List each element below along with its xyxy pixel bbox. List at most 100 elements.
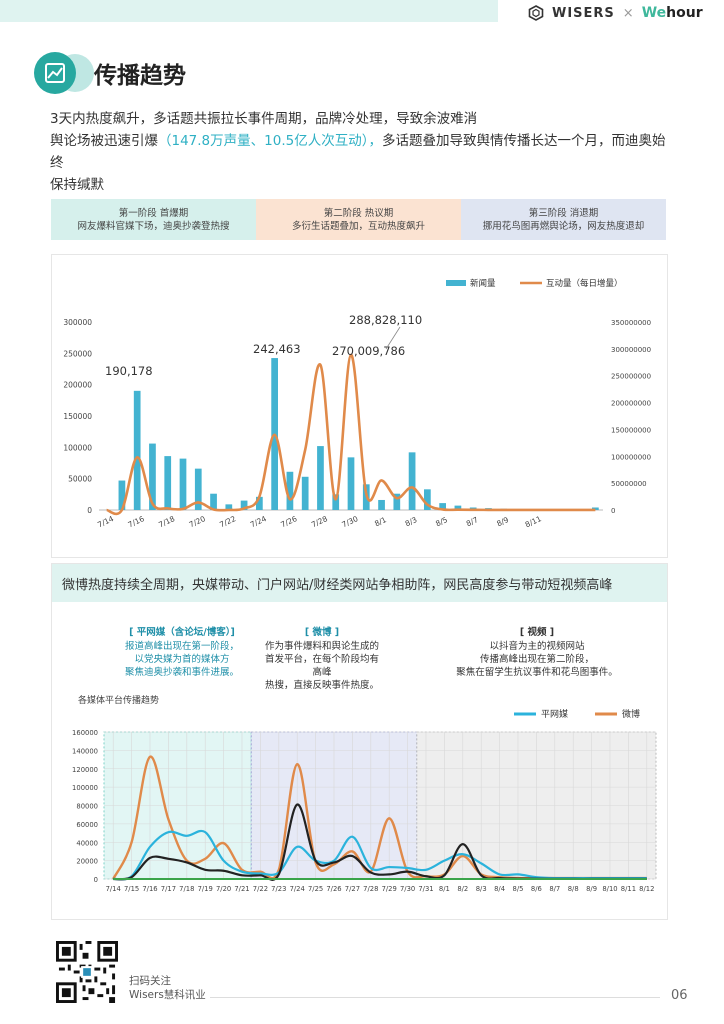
- lead-line-1: 3天内热度飙升，多话题共振拉长事件周期，品牌冷处理，导致余波难消: [50, 111, 478, 127]
- x-tick-label: 7/20: [216, 885, 231, 893]
- peak-data-label: 242,463: [253, 342, 301, 356]
- x-tick-label: 7/17: [161, 885, 176, 893]
- y-tick-label: 100000: [72, 784, 98, 792]
- news-bar: [454, 505, 462, 510]
- y-right-tick-label: 100000000: [611, 453, 651, 461]
- x-tick-label: 8/11: [621, 885, 636, 893]
- y-right-tick-label: 150000000: [611, 426, 651, 434]
- news-bar: [256, 496, 263, 510]
- wisers-wordmark: WISERS: [552, 5, 615, 21]
- y-left-tick-label: 50000: [68, 475, 92, 484]
- news-bar: [424, 489, 431, 510]
- top-banner: [0, 0, 498, 22]
- y-tick-label: 20000: [76, 858, 98, 866]
- news-bar: [133, 390, 141, 510]
- x-tick-label: 7/27: [345, 885, 360, 893]
- phase-1: 第一阶段 首爆期 网友爆料官媒下场，迪奥抄袭登热搜: [51, 199, 256, 240]
- x-tick-label: 7/31: [418, 885, 433, 893]
- x-tick-label: 7/14: [106, 885, 121, 893]
- x-tick-label: 7/26: [279, 514, 298, 529]
- phase-2: 第二阶段 热议期 多衍生话题叠加，互动热度飙升: [256, 199, 461, 240]
- chart-1-svg: 0 50000 100000 150000 200000 250000 300000 0 500…: [63, 278, 651, 529]
- wehour-wordmark: Wehour: [641, 5, 703, 21]
- news-bar: [439, 503, 446, 510]
- legend-label-web: 平网媒: [541, 709, 568, 720]
- x-tick-label: 7/22: [253, 885, 268, 893]
- x-tick-label: 8/6: [531, 885, 542, 893]
- lead-highlight: （147.8万声量、10.5亿人次互动），: [158, 133, 382, 149]
- chart-2-title: 各媒体平台传播趋势: [78, 694, 159, 706]
- x-tick-label: 7/28: [310, 514, 329, 529]
- news-interaction-chart: 0 50000 100000 150000 200000 250000 300000 0 500…: [51, 254, 668, 558]
- x-tick-label: 8/5: [513, 885, 524, 893]
- phase-strip: 第一阶段 首爆期 网友爆料官媒下场，迪奥抄袭登热搜 第二阶段 热议期 多衍生话题叠加…: [51, 199, 666, 240]
- y-tick-label: 0: [94, 876, 98, 884]
- x-tick-label: 8/1: [373, 515, 388, 528]
- news-bar: [225, 504, 233, 510]
- news-bar: [179, 458, 187, 510]
- brand-cross: ×: [622, 5, 634, 21]
- legend-label-news: 新闻量: [470, 278, 496, 289]
- footer-divider: [210, 997, 660, 998]
- x-tick-label: 7/19: [198, 885, 213, 893]
- trend-icon: [34, 52, 94, 94]
- x-tick-label: 7/16: [127, 514, 146, 529]
- col-web-media: [ 平网媒（含论坛/博客）] 报道高峰出现在第一阶段， 以党央媒为首的媒体方 聚焦迪…: [124, 627, 239, 678]
- x-tick-label: 8/11: [524, 514, 543, 529]
- x-tick-label: 8/8: [568, 885, 579, 893]
- chart-2-svg: 各媒体平台传播趋势 0 20000 40000 60000 80000 100000 1200…: [72, 694, 657, 893]
- x-tick-label: 8/4: [494, 885, 505, 893]
- news-bar: [347, 457, 355, 510]
- y-right-tick-label: 350000000: [611, 319, 651, 327]
- col-video: [ 视频 ] 以抖音为主的视频网站 传播高峰出现在第二阶段， 聚焦在留学生抗议事件和…: [456, 627, 618, 678]
- qr-code-icon: [56, 941, 118, 1003]
- news-bar: [210, 493, 217, 510]
- news-bar: [378, 499, 385, 510]
- y-tick-label: 160000: [72, 729, 98, 737]
- x-tick-label: 7/25: [308, 885, 323, 893]
- y-tick-label: 60000: [76, 821, 98, 829]
- x-tick-label: 8/3: [404, 515, 419, 528]
- page-number: 06: [671, 988, 688, 1003]
- x-tick-label: 7/23: [271, 885, 286, 893]
- x-tick-label: 8/7: [549, 885, 560, 893]
- x-tick-label: 8/10: [602, 885, 617, 893]
- page-title: 传播趋势: [94, 63, 186, 89]
- x-tick-label: 7/18: [157, 514, 176, 529]
- news-bar: [149, 443, 156, 510]
- y-right-tick-label: 200000000: [611, 400, 651, 408]
- x-tick-label: 8/3: [476, 885, 487, 893]
- x-tick-label: 7/21: [234, 885, 249, 893]
- news-bar: [118, 480, 126, 510]
- lead-line-3: 保持缄默: [50, 177, 104, 193]
- y-left-tick-label: 0: [87, 506, 92, 515]
- x-tick-label: 8/1: [439, 885, 450, 893]
- peak-data-label: 190,178: [105, 364, 153, 378]
- interaction-line: [106, 353, 596, 516]
- lead-paragraph: 3天内热度飙升，多话题共振拉长事件周期，品牌冷处理，导致余波难消 舆论场被迅速引…: [50, 108, 674, 196]
- x-tick-label: 7/30: [340, 514, 359, 529]
- platform-section: 微博热度持续全周期，央媒带动、门户网站/财经类网站争相助阵，网民高度参与带动短视…: [51, 563, 668, 920]
- y-left-tick-label: 100000: [63, 443, 92, 452]
- news-bar: [332, 494, 340, 510]
- x-tick-label: 8/9: [495, 515, 510, 528]
- x-tick-label: 7/18: [179, 885, 194, 893]
- y-tick-label: 80000: [76, 803, 98, 811]
- x-tick-label: 8/2: [457, 885, 468, 893]
- y-right-tick-label: 250000000: [611, 373, 651, 381]
- legend-label-interaction: 互动量（每日增量）: [546, 278, 623, 289]
- news-bar: [286, 471, 294, 510]
- x-tick-label: 7/29: [382, 885, 397, 893]
- y-right-tick-label: 300000000: [611, 346, 651, 354]
- phase-3: 第三阶段 消退期 挪用花鸟图再燃舆论场，网友热度退却: [461, 199, 666, 240]
- lead-line-2: 舆论场被迅速引爆（147.8万声量、10.5亿人次互动），多话题叠加导致舆情传播…: [50, 133, 666, 171]
- y-right-tick-label: 0: [611, 507, 615, 515]
- y-left-tick-label: 150000: [63, 412, 92, 421]
- x-tick-label: 7/24: [249, 514, 268, 529]
- news-bar: [393, 493, 401, 510]
- section-title: 传播趋势: [34, 50, 186, 96]
- y-right-tick-label: 50000000: [611, 480, 647, 488]
- news-bar: [194, 468, 202, 510]
- y-left-tick-label: 250000: [63, 349, 92, 358]
- x-tick-label: 7/15: [124, 885, 139, 893]
